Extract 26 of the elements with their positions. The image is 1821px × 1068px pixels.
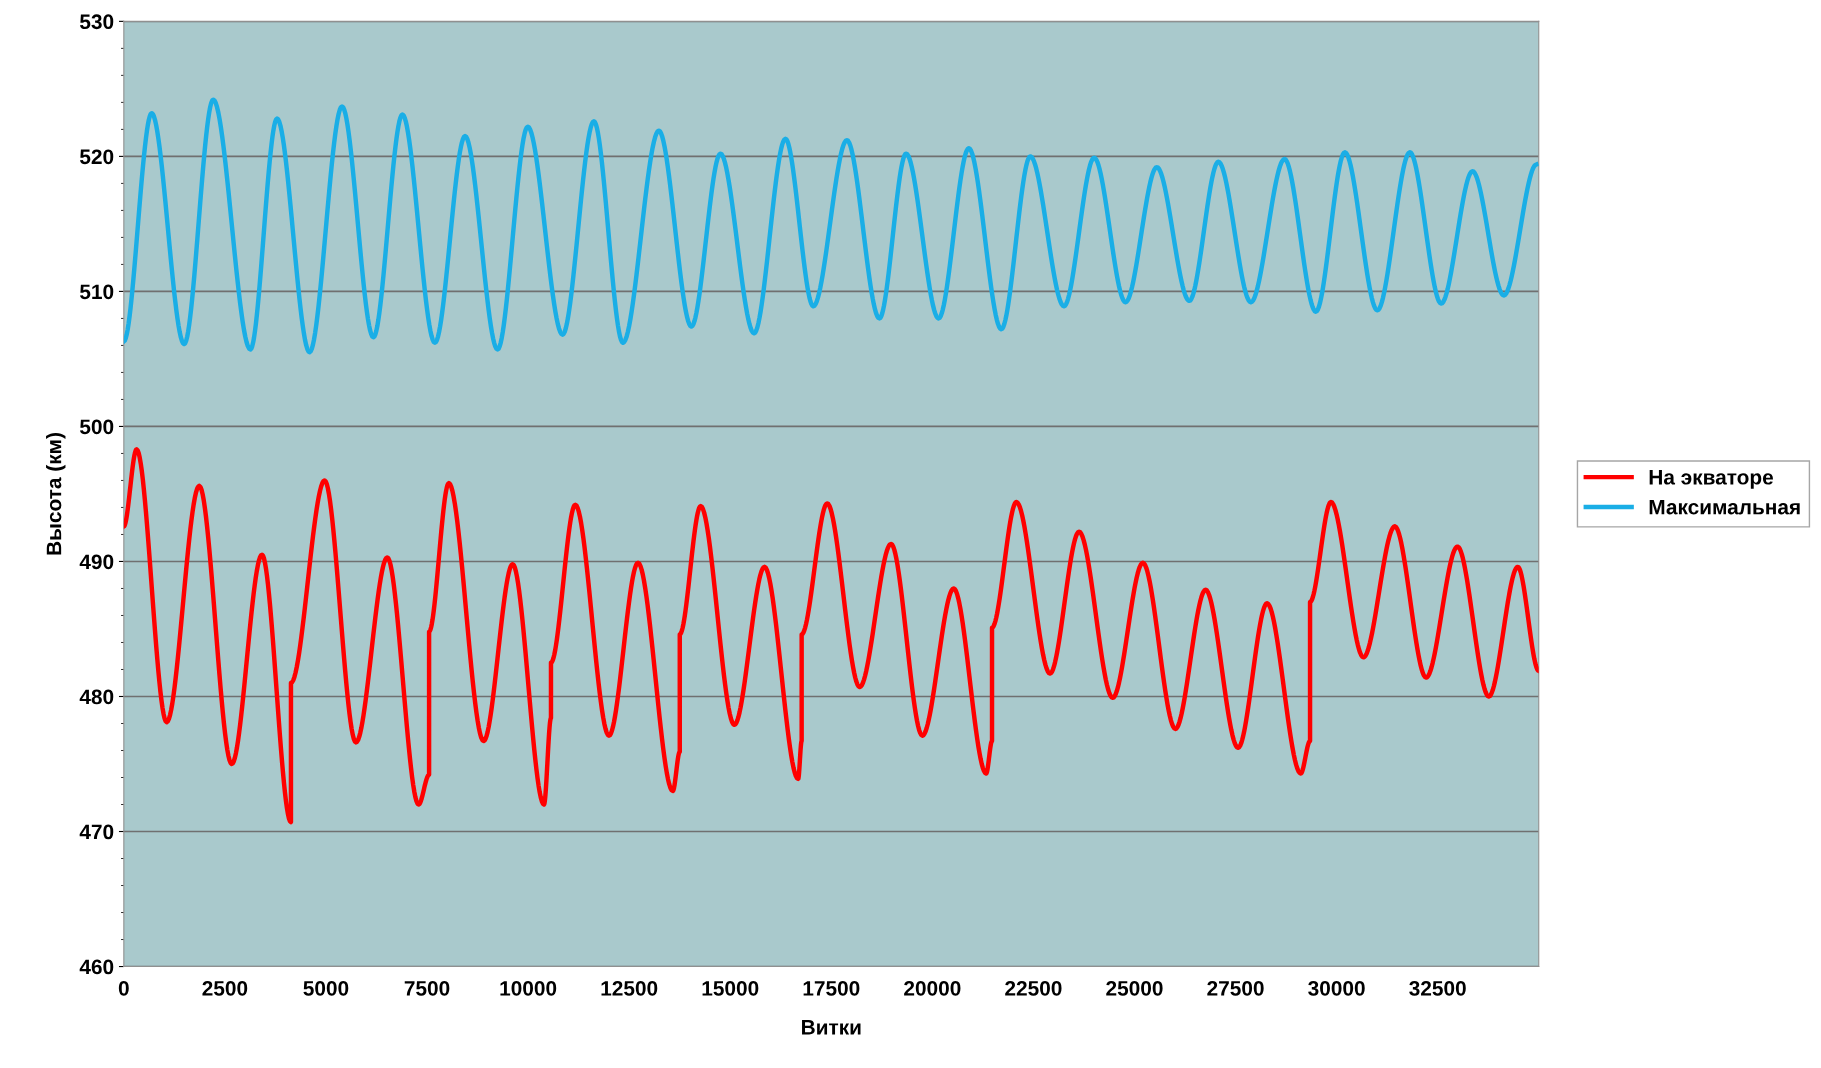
x-tick-label: 10000 xyxy=(500,980,557,996)
y-tick-label: 470 xyxy=(79,824,114,840)
x-tick-label: 17500 xyxy=(803,980,860,996)
x-tick-label: 2500 xyxy=(202,980,248,996)
y-tick-label: 460 xyxy=(79,959,114,975)
legend-label: На экваторе xyxy=(1649,470,1773,489)
y-tick-label: 520 xyxy=(79,149,114,165)
x-tick-label: 22500 xyxy=(1005,980,1062,996)
x-tick-label: 0 xyxy=(118,980,129,996)
x-tick-label: 5000 xyxy=(303,980,349,996)
legend-label: Максимальная xyxy=(1649,499,1800,515)
y-tick-label: 530 xyxy=(79,14,114,30)
x-tick-label: 25000 xyxy=(1106,980,1163,996)
x-tick-label: 12500 xyxy=(601,980,658,996)
x-tick-label: 15000 xyxy=(702,980,759,996)
y-axis-title: Высота (км) xyxy=(46,433,66,555)
x-tick-label: 27500 xyxy=(1207,980,1264,996)
x-tick-label: 32500 xyxy=(1409,980,1466,996)
y-tick-label: 510 xyxy=(79,284,114,300)
x-axis-title: Витки xyxy=(802,1020,861,1035)
y-tick-label: 480 xyxy=(79,689,114,705)
y-tick-label: 500 xyxy=(79,419,114,435)
x-tick-label: 30000 xyxy=(1308,980,1365,996)
x-tick-label: 20000 xyxy=(904,980,961,996)
y-tick-label: 490 xyxy=(79,554,114,570)
x-tick-label: 7500 xyxy=(404,980,450,996)
